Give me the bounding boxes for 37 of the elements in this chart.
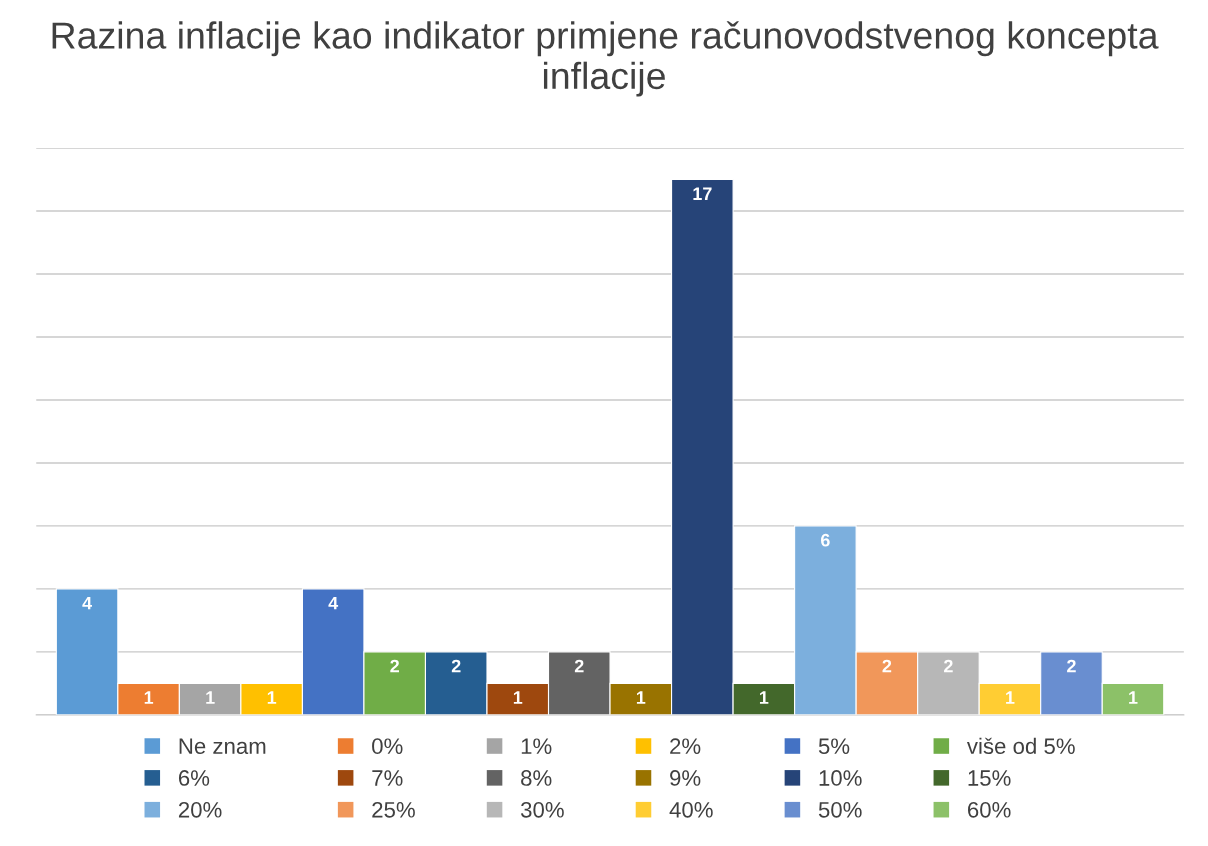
legend-label: Ne znam [179,738,266,755]
legend-label: 0% [372,738,403,755]
legend-label: 9% [670,770,701,786]
data-label: 1 [206,691,215,704]
legend-label: 30% [520,801,564,818]
data-label: 2 [390,659,399,673]
data-label: 2 [1067,659,1076,673]
legend-label: 7% [372,770,403,786]
chart-title: Razina inflacije kao indikator primjene računovodstvenog koncepta inflacije [52,21,1159,97]
legend-label: 2% [670,738,701,754]
data-label: 1 [513,691,523,704]
data-label: 4 [82,596,93,610]
data-label: 2 [574,659,584,673]
legend-label: 50% [818,801,862,818]
legend-label: 8% [521,770,552,786]
data-label: 2 [944,659,953,673]
legend-label: 10% [819,770,862,786]
legend-label: više od 5% [966,737,1075,755]
legend-label: 6% [178,770,210,786]
data-label: 2 [451,659,461,673]
legend-label: 15% [968,770,1011,786]
data-label: 1 [1006,691,1015,704]
data-label: 1 [144,691,154,704]
data-label: 4 [328,596,339,610]
legend-label: 5% [818,738,850,755]
data-label: 1 [636,691,646,704]
legend-label: 20% [178,801,222,818]
data-label: 1 [759,691,769,704]
legend-label: 40% [669,801,713,818]
data-label: 17 [693,187,712,200]
data-label: 1 [1129,691,1138,704]
data-label: 2 [882,659,892,673]
data-label: 6 [821,533,830,547]
data-label: 1 [267,691,277,704]
legend-label: 25% [372,801,415,818]
legend-label: 1% [521,738,552,754]
legend-label: 60% [968,801,1011,818]
